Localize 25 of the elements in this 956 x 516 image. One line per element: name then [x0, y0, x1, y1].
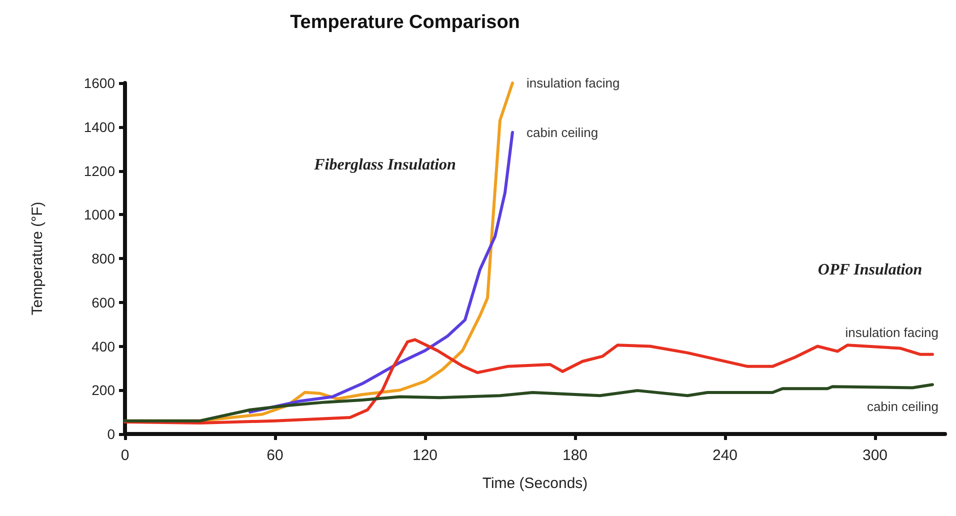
y-tick-label: 400: [92, 338, 116, 354]
x-tick-label: 0: [120, 447, 130, 464]
x-axis-title: Time (Seconds): [482, 475, 588, 492]
chart-title: Temperature Comparison: [290, 12, 520, 33]
y-tick-label: 0: [107, 426, 116, 442]
y-tick-label: 200: [92, 382, 116, 398]
y-tick-label: 600: [92, 294, 116, 310]
series-label: cabin ceiling: [866, 399, 938, 414]
x-tick-label: 120: [412, 447, 438, 464]
x-tick-label: 240: [712, 447, 738, 464]
annotation: Fiberglass Insulation: [313, 156, 456, 174]
series-label: insulation facing: [845, 324, 938, 340]
y-tick-label: 800: [92, 250, 116, 266]
line-series: [248, 130, 514, 414]
x-tick-label: 60: [266, 447, 284, 464]
annotation: OPF Insulation: [818, 262, 922, 278]
x-tick-label: 300: [862, 447, 888, 464]
y-tick-label: 1000: [84, 206, 116, 223]
series-label: insulation facing: [526, 76, 620, 90]
y-tick-label: 1200: [84, 162, 116, 179]
series-label: cabin ceiling: [526, 124, 598, 140]
y-tick-label: 1400: [84, 118, 116, 135]
x-tick-label: 180: [562, 447, 588, 464]
y-axis-title: Temperature (°F): [29, 202, 46, 316]
y-tick-label: 1600: [84, 75, 116, 91]
